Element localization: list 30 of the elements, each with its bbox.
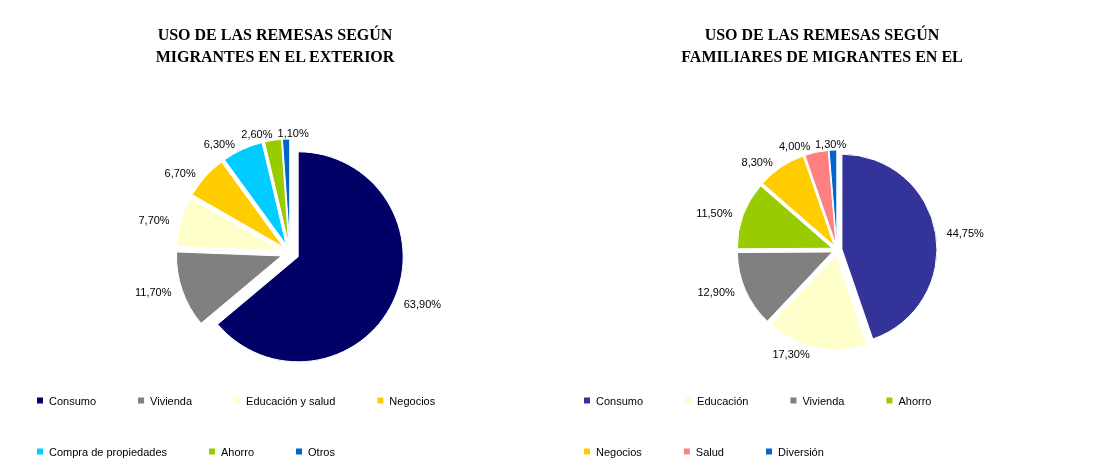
legend-label: Salud bbox=[695, 445, 724, 458]
data-label: 6,30% bbox=[203, 137, 236, 150]
data-label: 63,90% bbox=[403, 297, 442, 310]
legend-label: Vivienda bbox=[150, 394, 193, 407]
data-label: 17,30% bbox=[772, 347, 810, 360]
data-label: 1,30% bbox=[815, 138, 847, 151]
data-label: 12,90% bbox=[697, 286, 736, 299]
data-label: 6,70% bbox=[164, 166, 196, 179]
legend-label: Diversión bbox=[777, 445, 824, 458]
chart-title: USO DE LAS REMESAS SEGÚN MIGRANTES EN EL EXTERIOR bbox=[155, 24, 395, 65]
legend-label: Otros bbox=[308, 445, 336, 458]
data-label: 8,30% bbox=[741, 156, 773, 169]
data-label: 7,70% bbox=[138, 213, 170, 226]
legend-label: Educación y salud bbox=[246, 394, 336, 407]
legend-label: Compra de propiedades bbox=[49, 445, 168, 458]
data-label: 2,60% bbox=[241, 128, 273, 141]
legend-label: Negocios bbox=[596, 445, 643, 458]
legend-label: Negocios bbox=[389, 394, 436, 407]
legend-label: Ahorro bbox=[898, 394, 932, 407]
chart-title: USO DE LAS REMESAS SEGÚN FAMILIARES DE MIGRANTES EN EL bbox=[681, 24, 963, 65]
data-label: 4,00% bbox=[778, 140, 811, 153]
data-label: 11,50% bbox=[696, 207, 733, 220]
data-label: 1,10% bbox=[277, 127, 309, 140]
legend-label: Consumo bbox=[596, 394, 644, 407]
legend-label: Educación bbox=[697, 394, 749, 407]
legend-label: Ahorro bbox=[221, 445, 255, 458]
data-label: 11,70% bbox=[134, 285, 172, 298]
data-label: 44,75% bbox=[946, 226, 985, 239]
legend-label: Consumo bbox=[49, 394, 97, 407]
legend-label: Vivienda bbox=[802, 394, 846, 407]
